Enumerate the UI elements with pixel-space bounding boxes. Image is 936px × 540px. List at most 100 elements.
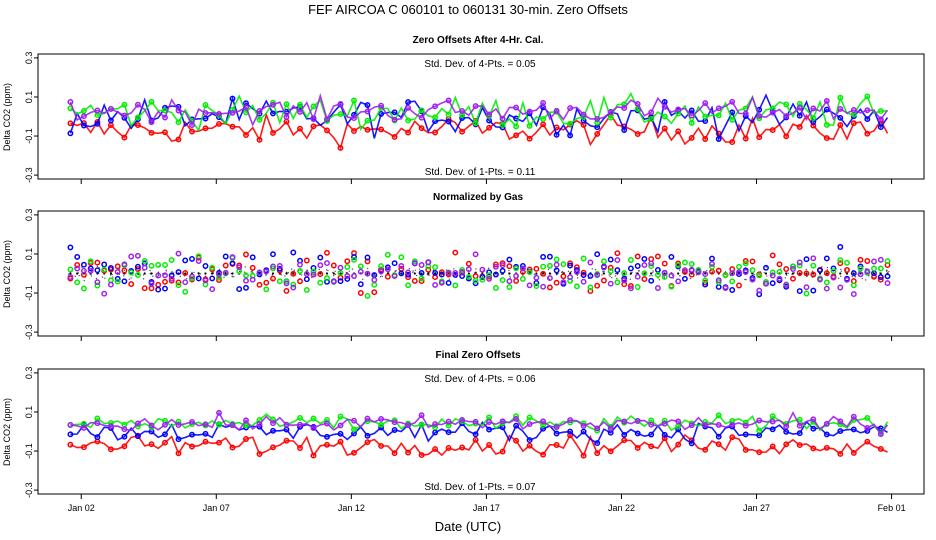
series-point-4 xyxy=(850,107,857,113)
series-point-4 xyxy=(607,425,614,432)
series-point-1 xyxy=(553,442,560,448)
series-point-4 xyxy=(162,114,168,121)
data-point xyxy=(90,275,93,277)
data-point xyxy=(325,269,328,271)
series-point-1 xyxy=(756,134,763,141)
series-point-2 xyxy=(661,431,668,438)
series-point-2 xyxy=(641,255,648,262)
series-point-2 xyxy=(303,276,310,283)
series-point-4 xyxy=(472,103,479,110)
series-point-1 xyxy=(621,437,628,444)
x-tick-label: Jan 27 xyxy=(743,503,770,513)
series-point-4 xyxy=(445,269,452,276)
series-point-2 xyxy=(175,436,182,443)
series-point-4 xyxy=(871,258,877,265)
series-point-3 xyxy=(398,254,405,261)
series-point-2 xyxy=(533,280,540,286)
series-point-3 xyxy=(317,279,324,286)
data-point xyxy=(766,275,768,277)
series-point-2 xyxy=(742,431,749,438)
series-point-3 xyxy=(74,279,81,286)
series-point-1 xyxy=(67,441,74,448)
data-point xyxy=(851,275,853,278)
series-point-2 xyxy=(479,274,486,281)
stat-4pts: Std. Dev. of 4-Pts. = 0.05 xyxy=(424,59,536,70)
series-point-3 xyxy=(297,268,303,274)
series-point-4 xyxy=(783,282,790,288)
series-point-1 xyxy=(769,443,776,450)
series-point-4 xyxy=(162,421,168,428)
data-point xyxy=(250,271,252,273)
series-point-3 xyxy=(337,111,344,118)
series-point-1 xyxy=(553,279,560,286)
series-point-1 xyxy=(121,134,128,141)
data-point xyxy=(415,274,418,277)
series-point-1 xyxy=(162,439,168,446)
series-point-2 xyxy=(344,275,351,282)
center-point xyxy=(332,272,335,275)
series-point-3 xyxy=(364,292,371,299)
data-point xyxy=(351,268,354,270)
x-axis xyxy=(80,179,893,184)
series-point-1 xyxy=(162,129,168,136)
data-point xyxy=(287,272,290,274)
series-point-1 xyxy=(803,270,810,277)
series-point-3 xyxy=(101,266,108,273)
series-point-3 xyxy=(324,416,330,423)
series-point-1 xyxy=(94,259,101,266)
series-point-4 xyxy=(769,109,776,116)
series-point-1 xyxy=(600,277,607,284)
series-point-4 xyxy=(803,284,810,291)
series-point-1 xyxy=(297,445,303,451)
series-point-2 xyxy=(438,271,445,278)
series-point-2 xyxy=(546,253,553,260)
series-point-2 xyxy=(398,270,405,277)
series-point-2 xyxy=(276,265,283,272)
series-point-3 xyxy=(736,263,742,270)
panel-title: Zero Offsets After 4-Hr. Cal. xyxy=(413,35,544,46)
series-point-1 xyxy=(790,275,796,282)
series-point-4 xyxy=(357,268,364,275)
series-point-1 xyxy=(661,125,668,132)
series-point-3 xyxy=(310,415,317,422)
series-point-1 xyxy=(162,278,168,285)
series-point-3 xyxy=(492,285,499,291)
series-point-3 xyxy=(297,414,303,421)
series-point-4 xyxy=(830,274,837,281)
series-point-3 xyxy=(344,264,351,270)
series-point-2 xyxy=(101,261,108,268)
center-point xyxy=(271,272,275,275)
series-point-1 xyxy=(540,270,547,277)
series-point-2 xyxy=(877,124,884,131)
series-point-4 xyxy=(823,420,830,427)
series-point-1 xyxy=(776,261,783,268)
data-point xyxy=(614,272,617,275)
data-point xyxy=(418,268,421,270)
series-point-1 xyxy=(641,276,648,283)
series-point-1 xyxy=(796,124,803,130)
series-point-4 xyxy=(681,267,688,274)
series-point-4 xyxy=(594,425,601,432)
data-point xyxy=(67,273,70,275)
series-point-4 xyxy=(216,271,222,278)
series-point-3 xyxy=(432,424,439,431)
series-point-1 xyxy=(405,449,412,456)
series-point-1 xyxy=(533,265,540,272)
series-point-1 xyxy=(216,439,222,446)
series-point-2 xyxy=(587,272,594,279)
series-point-3 xyxy=(256,116,263,123)
center-point xyxy=(623,272,626,275)
data-point xyxy=(157,274,160,277)
series-point-2 xyxy=(810,287,817,294)
series-point-2 xyxy=(189,431,195,438)
series-point-1 xyxy=(438,269,445,276)
data-point xyxy=(611,276,613,279)
series-point-2 xyxy=(236,286,243,293)
center-point xyxy=(704,272,707,275)
data-point xyxy=(560,271,563,274)
series-point-2 xyxy=(783,428,790,435)
series-point-1 xyxy=(256,281,263,288)
data-point xyxy=(745,278,747,281)
series-point-4 xyxy=(209,286,216,293)
series-point-4 xyxy=(668,272,675,279)
